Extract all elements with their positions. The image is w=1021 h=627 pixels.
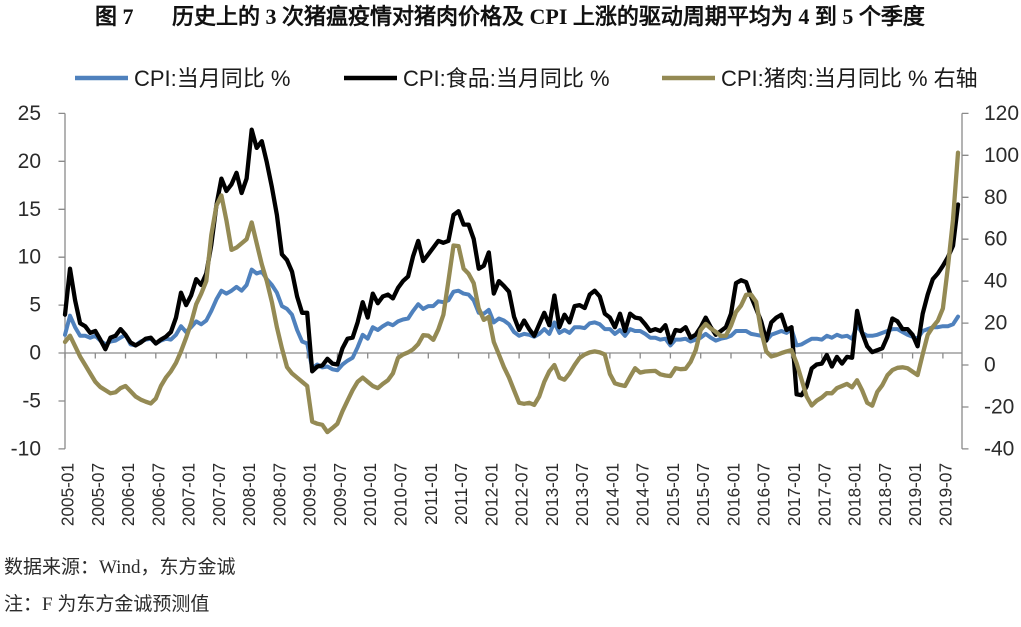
svg-text:0: 0 — [29, 342, 41, 365]
svg-text:2014-07: 2014-07 — [633, 463, 653, 526]
svg-text:2016-01: 2016-01 — [724, 463, 744, 526]
svg-text:25: 25 — [18, 102, 41, 125]
svg-text:2010-07: 2010-07 — [391, 463, 411, 526]
svg-text:2007-07: 2007-07 — [209, 463, 229, 526]
svg-text:CPI:当月同比 %: CPI:当月同比 % — [134, 66, 290, 91]
svg-text:2019-07: 2019-07 — [935, 463, 955, 526]
svg-text:2009-01: 2009-01 — [300, 463, 320, 526]
svg-text:5: 5 — [29, 294, 41, 317]
svg-text:CPI:食品:当月同比 %: CPI:食品:当月同比 % — [403, 66, 610, 91]
svg-text:2013-07: 2013-07 — [572, 463, 592, 526]
svg-text:15: 15 — [18, 198, 41, 221]
svg-text:2019-01: 2019-01 — [905, 463, 925, 526]
svg-text:20: 20 — [984, 312, 1007, 335]
svg-text:2017-01: 2017-01 — [784, 463, 804, 526]
svg-text:图 7 历史上的 3 次猪瘟疫情对猪肉价格及 CPI 上: 图 7 历史上的 3 次猪瘟疫情对猪肉价格及 CPI 上涨的驱动周期平均为 4 … — [95, 4, 926, 29]
svg-text:2011-01: 2011-01 — [421, 463, 441, 525]
svg-text:80: 80 — [984, 186, 1007, 209]
svg-text:-10: -10 — [11, 437, 41, 460]
svg-text:2013-01: 2013-01 — [542, 463, 562, 526]
svg-text:2017-07: 2017-07 — [814, 463, 834, 526]
svg-text:2015-01: 2015-01 — [663, 463, 683, 526]
svg-text:2014-01: 2014-01 — [602, 463, 622, 526]
svg-text:-40: -40 — [984, 437, 1014, 460]
svg-text:-5: -5 — [22, 390, 41, 413]
svg-text:2008-07: 2008-07 — [269, 463, 289, 526]
svg-text:2016-07: 2016-07 — [754, 463, 774, 526]
svg-text:2015-07: 2015-07 — [693, 463, 713, 526]
svg-text:2012-07: 2012-07 — [512, 463, 532, 526]
svg-text:-20: -20 — [984, 396, 1014, 419]
svg-text:60: 60 — [984, 228, 1007, 251]
svg-text:CPI:猪肉:当月同比 % 右轴: CPI:猪肉:当月同比 % 右轴 — [721, 66, 978, 91]
svg-text:2007-01: 2007-01 — [179, 463, 199, 526]
svg-text:2006-01: 2006-01 — [118, 463, 138, 526]
svg-text:120: 120 — [984, 102, 1019, 125]
svg-text:2005-01: 2005-01 — [58, 463, 78, 526]
svg-text:40: 40 — [984, 270, 1007, 293]
svg-text:2010-01: 2010-01 — [360, 463, 380, 526]
svg-text:100: 100 — [984, 144, 1019, 167]
svg-text:2008-01: 2008-01 — [239, 463, 259, 526]
svg-text:0: 0 — [984, 354, 996, 377]
svg-text:2018-07: 2018-07 — [875, 463, 895, 526]
svg-text:2009-07: 2009-07 — [330, 463, 350, 526]
svg-text:2012-01: 2012-01 — [481, 463, 501, 526]
svg-text:20: 20 — [18, 150, 41, 173]
svg-text:2006-07: 2006-07 — [148, 463, 168, 526]
svg-text:2011-07: 2011-07 — [451, 463, 471, 525]
svg-text:2018-01: 2018-01 — [845, 463, 865, 526]
svg-text:2005-07: 2005-07 — [88, 463, 108, 526]
svg-text:10: 10 — [18, 246, 41, 269]
